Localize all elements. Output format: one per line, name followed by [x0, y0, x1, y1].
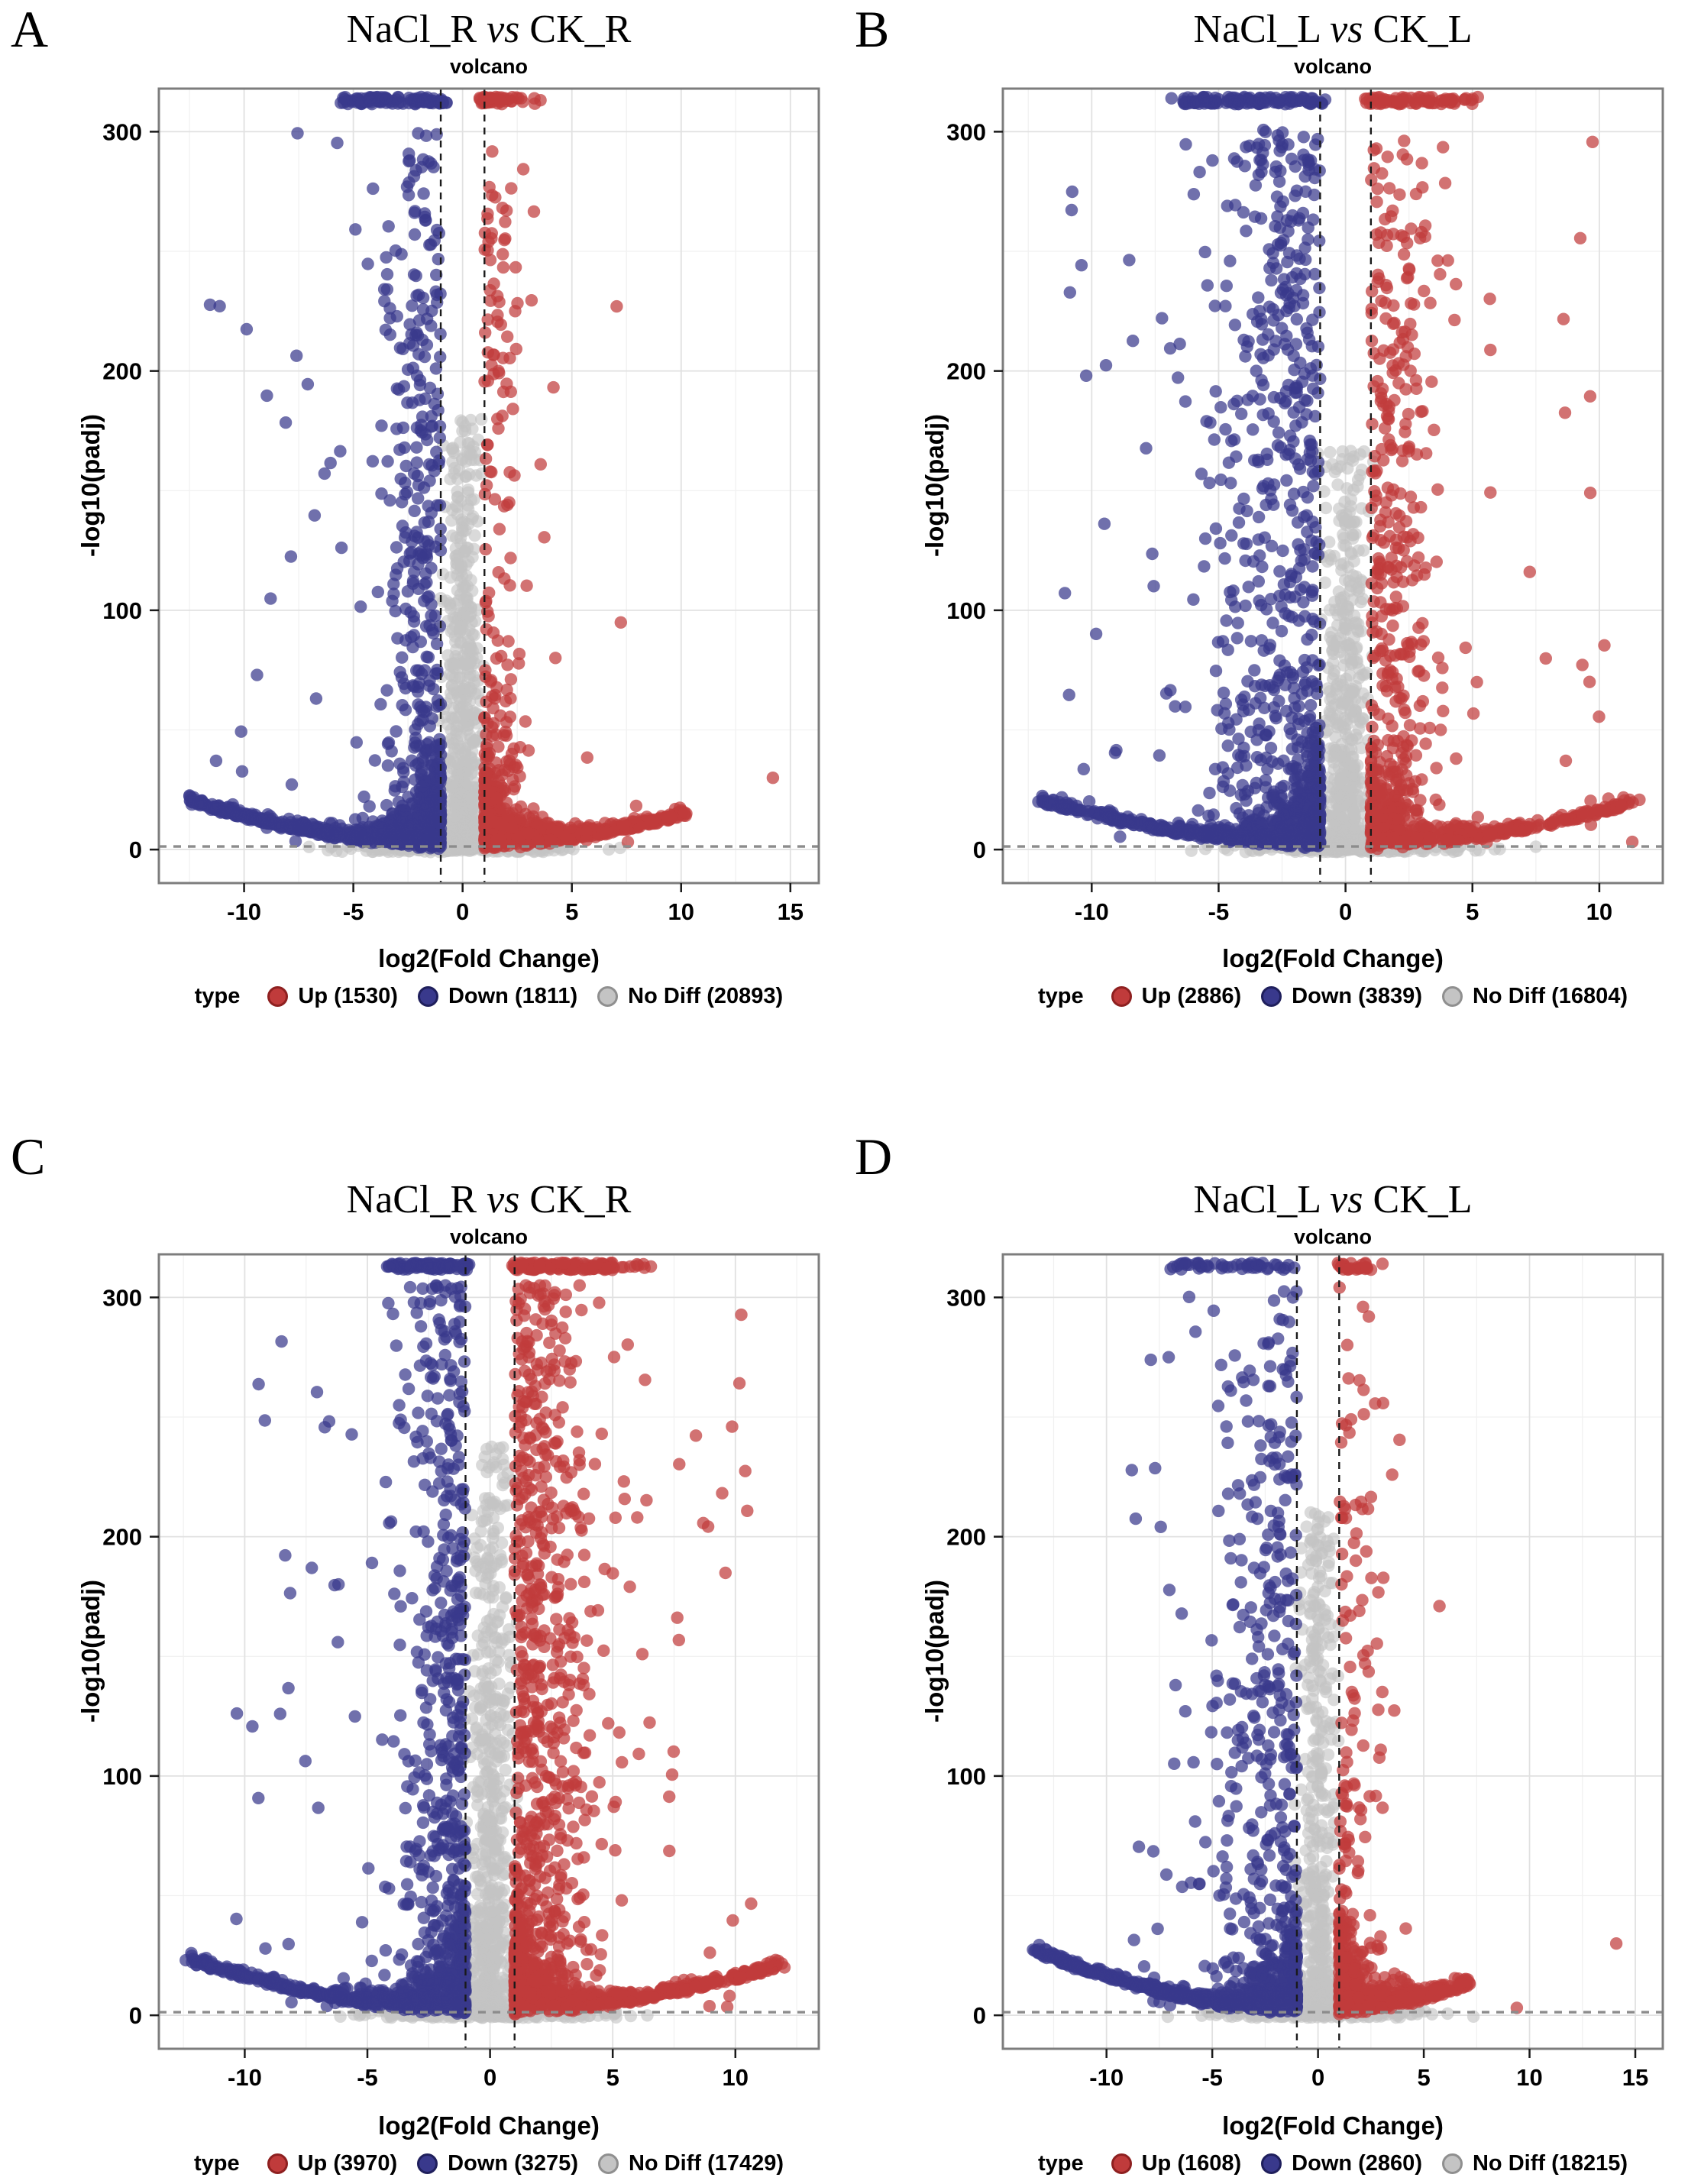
- plot-subtitle: volcano: [449, 55, 529, 78]
- panel-b: B NaCl_L vs CK_L volcano -log10(padj) -1…: [844, 0, 1688, 1111]
- legend-title: type: [1037, 984, 1084, 1008]
- legend-entry-nodiff: No Diff (20893): [597, 984, 783, 1009]
- nodiff-point-icon: [1441, 2153, 1463, 2174]
- down-point-icon: [417, 986, 438, 1007]
- plot-subtitle: volcano: [449, 1225, 529, 1248]
- legend-entry-down: Down (3275): [417, 2151, 578, 2176]
- nodiff-point-icon: [597, 986, 619, 1007]
- x-axis-label: log2(Fold Change): [1222, 2111, 1444, 2140]
- legend-entry-nodiff: No Diff (16804): [1441, 984, 1628, 1009]
- svg-text:200: 200: [102, 358, 142, 385]
- panel-title: NaCl_L vs CK_L: [1193, 8, 1473, 51]
- svg-text:-10: -10: [227, 898, 261, 925]
- up-point-icon: [267, 2153, 288, 2174]
- svg-text:0: 0: [456, 898, 469, 925]
- x-axis-label: log2(Fold Change): [1222, 944, 1444, 972]
- panel-letter: C: [11, 1128, 46, 1186]
- svg-text:5: 5: [565, 898, 578, 925]
- legend-entry-up: Up (1530): [267, 984, 398, 1009]
- up-point-icon: [1111, 986, 1132, 1007]
- legend: type Up (2886) Down (3839) No Diff (1680…: [949, 984, 1688, 1009]
- legend-entry-up: Up (2886): [1111, 984, 1241, 1009]
- panel-title: NaCl_R vs CK_R: [346, 8, 632, 51]
- panel-letter: D: [855, 1128, 893, 1186]
- down-point-icon: [1261, 986, 1282, 1007]
- legend-entry-up: Up (3970): [267, 2151, 397, 2176]
- legend-entry-nodiff: No Diff (17429): [597, 2151, 784, 2176]
- legend-title: type: [1037, 2151, 1084, 2176]
- svg-text:100: 100: [102, 597, 142, 624]
- plot-subtitle: volcano: [1293, 1225, 1373, 1248]
- legend-entry-down: Down (3839): [1261, 984, 1422, 1009]
- nodiff-point-icon: [597, 2153, 619, 2174]
- legend-entry-nodiff: No Diff (18215): [1441, 2151, 1628, 2176]
- down-point-icon: [417, 2153, 438, 2174]
- panel-letter: B: [855, 0, 890, 58]
- legend: type Up (1530) Down (1811) No Diff (2089…: [105, 984, 872, 1009]
- legend-entry-down: Down (1811): [417, 984, 577, 1009]
- panel-title: NaCl_R vs CK_R: [346, 1178, 632, 1221]
- down-point-icon: [1261, 2153, 1282, 2174]
- svg-text:10: 10: [668, 898, 694, 925]
- plot-subtitle: volcano: [1293, 55, 1373, 78]
- svg-text:-5: -5: [343, 898, 364, 925]
- legend: type Up (1608) Down (2860) No Diff (1821…: [949, 2151, 1688, 2176]
- legend-title: type: [193, 2151, 240, 2176]
- panel-a: A NaCl_R vs CK_R volcano -log10(padj) -1…: [0, 0, 844, 1111]
- panel-c: C NaCl_R vs CK_R volcano -log10(padj) -1…: [0, 1123, 844, 2184]
- x-axis-label: log2(Fold Change): [378, 2111, 600, 2140]
- legend: type Up (3970) Down (3275) No Diff (1742…: [105, 2151, 872, 2176]
- legend-title: type: [194, 984, 241, 1008]
- svg-text:0: 0: [129, 836, 142, 863]
- x-axis-label: log2(Fold Change): [378, 944, 600, 972]
- nodiff-point-icon: [1441, 986, 1463, 1007]
- svg-text:15: 15: [778, 898, 804, 925]
- up-point-icon: [267, 986, 289, 1007]
- svg-text:300: 300: [102, 118, 142, 145]
- volcano-plot-a: -10 -5 0 5 10 15 0 100 200 300: [102, 87, 820, 925]
- legend-entry-down: Down (2860): [1261, 2151, 1422, 2176]
- up-point-icon: [1111, 2153, 1132, 2174]
- legend-entry-up: Up (1608): [1111, 2151, 1241, 2176]
- panel-title: NaCl_L vs CK_L: [1193, 1178, 1473, 1221]
- panel-letter: A: [11, 0, 49, 58]
- panel-d: D NaCl_L vs CK_L volcano -log10(padj) -1…: [844, 1123, 1688, 2184]
